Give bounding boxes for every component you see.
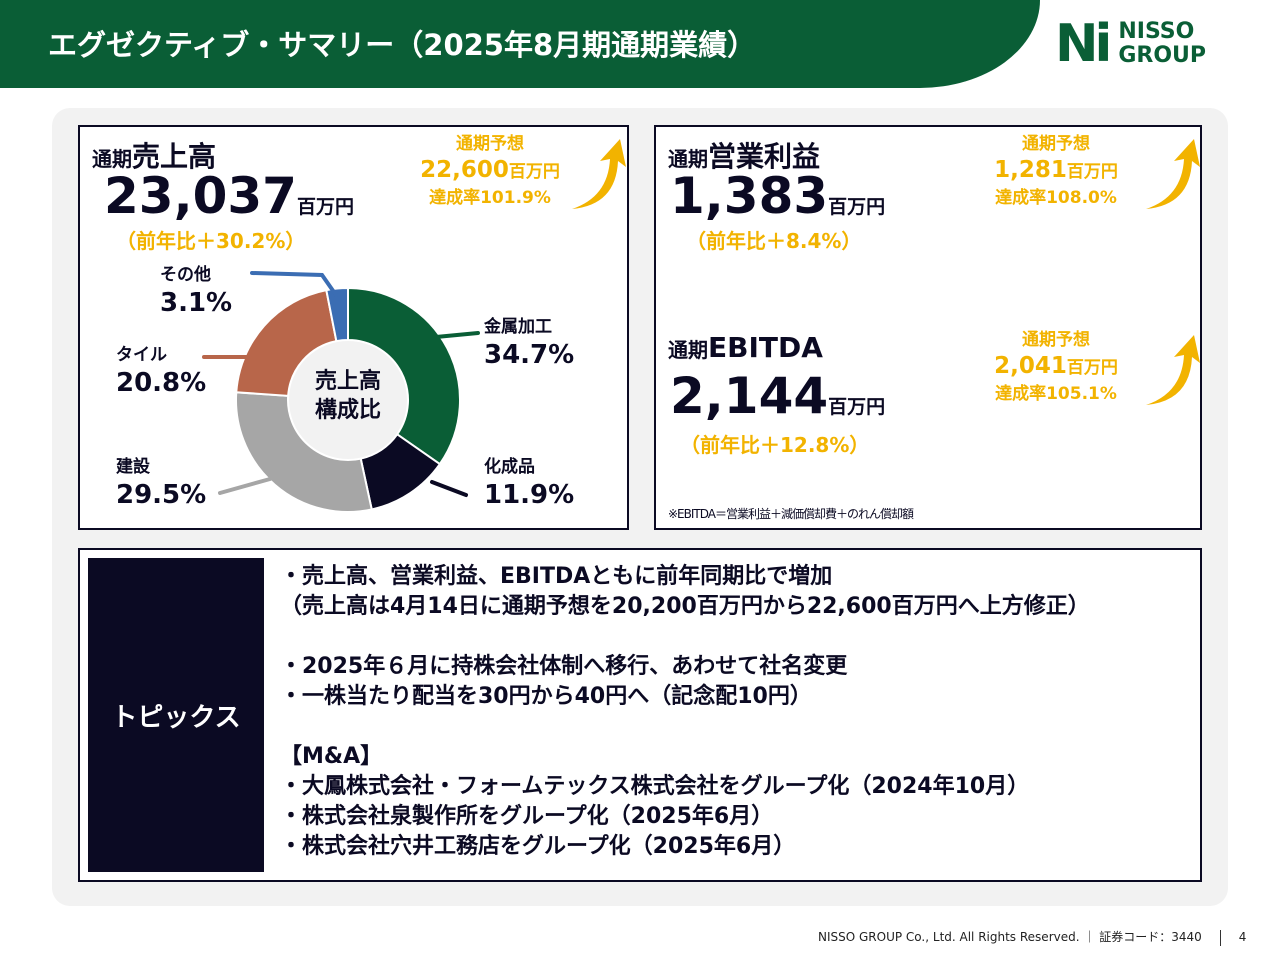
ebitda-value-row: 2,144百万円: [670, 371, 885, 421]
category-value: 20.8%: [116, 368, 207, 398]
sales-box: 通期売上高 23,037百万円 （前年比＋30.2%） 通期予想 22,600百…: [78, 125, 629, 530]
label-chemical: 化成品 11.9%: [484, 453, 574, 512]
ebitda-label: EBITDA: [708, 331, 823, 364]
sales-composition-donut: [202, 271, 480, 513]
category-name: 金属加工: [484, 317, 552, 337]
sales-prefix: 通期: [92, 147, 132, 171]
up-arrow-icon: [1146, 335, 1200, 405]
ebitda-heading: 通期EBITDA: [668, 331, 823, 364]
footer: NISSO GROUP Co., Ltd. All Rights Reserve…: [818, 928, 1246, 946]
ebitda-forecast: 通期予想 2,041百万円 達成率105.1%: [976, 327, 1136, 407]
topic-line: ・2025年６月に持株会社体制へ移行、あわせて社名変更: [280, 654, 848, 679]
category-value: 11.9%: [484, 480, 575, 510]
logo-mark: Ni: [1055, 14, 1112, 74]
op-heading: 通期営業利益: [668, 135, 820, 175]
forecast-unit: 百万円: [1066, 358, 1118, 378]
topic-line: [280, 622, 1090, 652]
forecast-unit: 百万円: [508, 162, 560, 182]
center-label-1: 売上高: [314, 369, 381, 394]
topic-line: ・株式会社泉製作所をグループ化（2025年6月）: [280, 804, 774, 829]
label-other: その他 3.1%: [160, 261, 232, 320]
company-logo: Ni NISSO GROUP: [1055, 18, 1206, 70]
sales-value: 23,037: [104, 167, 297, 225]
topics-box: [78, 548, 1202, 882]
achievement-rate: 達成率105.1%: [995, 384, 1117, 404]
forecast-unit: 百万円: [1066, 162, 1118, 182]
leader-line-2: [218, 477, 272, 495]
ebitda-unit: 百万円: [828, 396, 886, 418]
op-forecast: 通期予想 1,281百万円 達成率108.0%: [976, 131, 1136, 211]
divider: [1219, 929, 1221, 946]
donut-center-label: 売上高 構成比: [300, 367, 396, 425]
logo-line1: NISSO: [1118, 19, 1195, 44]
sales-yoy: （前年比＋30.2%）: [116, 229, 306, 253]
topic-line: ・株式会社穴井工務店をグループ化（2025年6月）: [280, 834, 796, 859]
topic-line: [280, 712, 1090, 742]
op-yoy: （前年比＋8.4%）: [686, 229, 862, 253]
topic-line: ・売上高、営業利益、EBITDAともに前年同期比で増加: [280, 564, 833, 589]
topic-line: 【M&A】: [280, 744, 383, 769]
ebitda-prefix: 通期: [668, 338, 708, 362]
op-value: 1,383: [670, 167, 829, 225]
leader-line-1: [430, 480, 468, 497]
topic-line: ・大鳳株式会社・フォームテックス株式会社をグループ化（2024年10月）: [280, 774, 1030, 799]
topics-heading: トピックス: [88, 558, 264, 872]
header-bar: [0, 0, 1040, 88]
op-label: 営業利益: [708, 140, 821, 173]
op-prefix: 通期: [668, 147, 708, 171]
sales-forecast: 通期予想 22,600百万円 達成率101.9%: [410, 131, 570, 211]
forecast-value: 2,041: [994, 353, 1067, 379]
category-name: タイル: [116, 345, 167, 365]
label-metal: 金属加工 34.7%: [484, 313, 574, 372]
sales-heading: 通期売上高: [92, 135, 216, 175]
page-title: エグゼクティブ・サマリー（2025年8月期通期業績）: [48, 28, 757, 62]
ebitda-footnote: ※EBITDA＝営業利益＋減価償却費＋のれん償却額: [668, 507, 914, 521]
stock-code: ｜ 証券コード：3440: [1083, 930, 1202, 944]
forecast-label: 通期予想: [1022, 330, 1090, 350]
topic-line: （売上高は4月14日に通期予想を20,200百万円から22,600百万円へ上方修…: [280, 594, 1090, 619]
page-number: 4: [1238, 930, 1247, 944]
label-tile: タイル 20.8%: [116, 341, 206, 400]
category-value: 3.1%: [160, 288, 233, 318]
donut-slice-0: [347, 286, 461, 466]
copyright: NISSO GROUP Co., Ltd. All Rights Reserve…: [818, 930, 1080, 944]
category-value: 34.7%: [484, 340, 575, 370]
category-name: その他: [160, 265, 211, 285]
op-value-row: 1,383百万円: [670, 171, 885, 221]
leader-line-0: [434, 331, 480, 339]
sales-unit: 百万円: [296, 196, 354, 218]
ebitda-value: 2,144: [670, 367, 829, 425]
up-arrow-icon: [1146, 139, 1200, 209]
ebitda-yoy: （前年比＋12.8%）: [680, 433, 870, 457]
topics-list: ・売上高、営業利益、EBITDAともに前年同期比で増加 （売上高は4月14日に通期…: [280, 562, 1090, 862]
forecast-label: 通期予想: [456, 134, 524, 154]
label-construction: 建設 29.5%: [116, 453, 206, 512]
center-label-2: 構成比: [314, 398, 381, 423]
category-name: 建設: [116, 457, 150, 477]
forecast-label: 通期予想: [1022, 134, 1090, 154]
sales-label: 売上高: [132, 140, 217, 173]
donut-slice-2: [235, 391, 373, 513]
leader-line-4: [250, 271, 338, 297]
forecast-value: 1,281: [994, 157, 1067, 183]
topic-line: ・一株当たり配当を30円から40円へ（記念配10円）: [280, 684, 812, 709]
donut-hole: [289, 341, 407, 459]
op-unit: 百万円: [828, 196, 886, 218]
logo-line2: GROUP: [1118, 43, 1207, 68]
category-name: 化成品: [484, 457, 535, 477]
up-arrow-icon: [572, 139, 626, 209]
achievement-rate: 達成率108.0%: [995, 188, 1117, 208]
category-value: 29.5%: [116, 480, 207, 510]
achievement-rate: 達成率101.9%: [429, 188, 551, 208]
forecast-value: 22,600: [420, 157, 509, 183]
sales-value-row: 23,037百万円: [104, 171, 354, 221]
profit-box: 通期営業利益 1,383百万円 （前年比＋8.4%） 通期予想 1,281百万円…: [654, 125, 1202, 530]
